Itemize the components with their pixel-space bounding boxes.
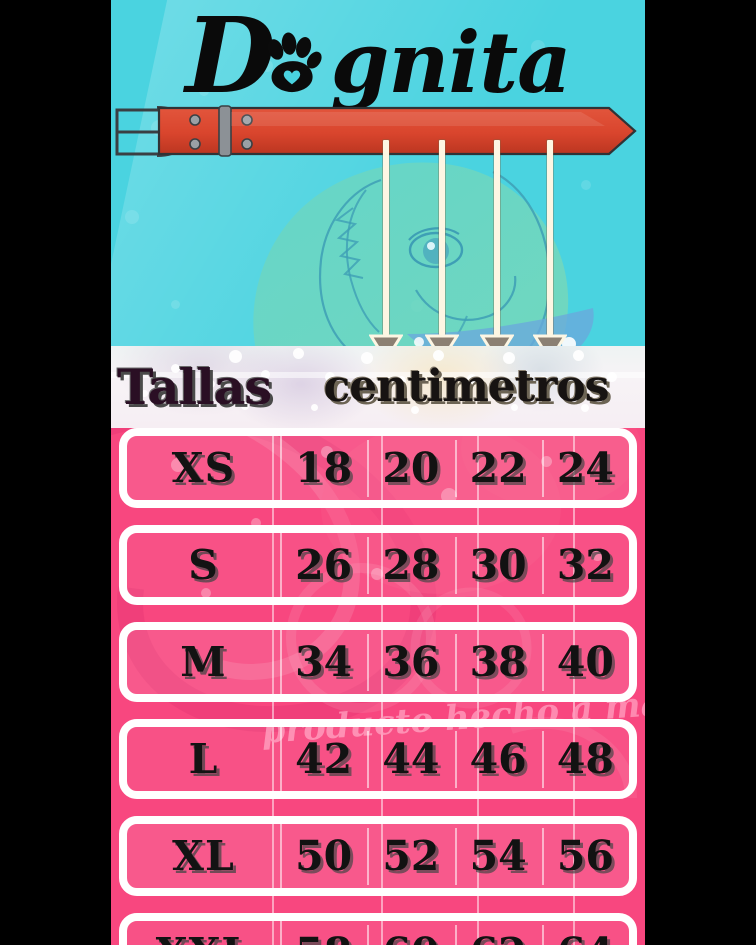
size-label: XL (172, 831, 235, 880)
size-values: 58606264 (280, 921, 629, 945)
size-value-cell: 60 (367, 924, 454, 945)
brand-logo-initial: D (185, 0, 275, 117)
size-values: 50 52 54 56 (280, 824, 629, 888)
size-value-cell: 32 (541, 536, 629, 594)
table-row: XL 50 52 54 56 (119, 816, 637, 896)
size-value-cell: 22 (454, 439, 542, 497)
size-label: L (188, 734, 219, 783)
size-value-cell: 42 (295, 734, 353, 783)
size-value-cell: 36 (367, 633, 454, 691)
table-row: M 34 36 38 40 (119, 622, 637, 702)
column-header-centimeters: centimetros (323, 361, 610, 412)
arrow-down-icon (368, 130, 404, 370)
size-value-cell: 50 (295, 831, 353, 880)
arrow-down-icon (424, 130, 460, 370)
size-label: S (188, 540, 219, 589)
table-row: L 42 44 46 48 (119, 719, 637, 799)
size-label: XXL (127, 932, 280, 945)
paw-print-icon (260, 32, 322, 94)
size-table: producto hecho a mano XS 18 20 22 24 S 26 28 30 3… (111, 428, 645, 945)
size-value-cell: 48 (541, 730, 629, 788)
column-header-sizes: Tallas (117, 357, 272, 416)
size-value-cell: 64 (541, 924, 629, 945)
size-value-cell: 62 (454, 924, 542, 945)
size-label: XS (171, 443, 236, 492)
size-value-cell: 46 (454, 730, 542, 788)
table-header-row: Tallas centimetros (111, 346, 645, 428)
size-value-cell: 44 (367, 730, 454, 788)
dog-collar-icon (111, 98, 645, 164)
size-value-cell: 24 (541, 439, 629, 497)
size-value-cell: 30 (454, 536, 542, 594)
size-value-cell: 56 (541, 827, 629, 885)
size-value-cell: 34 (295, 637, 353, 686)
table-row: XS 18 20 22 24 (119, 428, 637, 508)
table-header-band: Tallas centimetros (111, 346, 645, 428)
table-row: S 26 28 30 32 (119, 525, 637, 605)
size-value-cell: 26 (295, 540, 353, 589)
size-values: 18 20 22 24 (280, 436, 629, 500)
size-value-cell: 20 (367, 439, 454, 497)
size-values: 34 36 38 40 (280, 630, 629, 694)
size-value-cell: 40 (541, 633, 629, 691)
size-values: 26 28 30 32 (280, 533, 629, 597)
arrow-down-icon (532, 130, 568, 370)
size-value-cell: 18 (295, 443, 353, 492)
size-value-cell: 28 (367, 536, 454, 594)
arrow-down-icon (479, 130, 515, 370)
size-rows: XS 18 20 22 24 S 26 28 30 32 M 34 36 38 40 L 42 44 46 48 XL 5… (111, 428, 645, 945)
size-label: M (180, 637, 227, 686)
size-values: 42 44 46 48 (280, 727, 629, 791)
size-value-cell: 38 (454, 633, 542, 691)
size-value-cell: 58 (280, 932, 367, 945)
header-pastel-wash (111, 346, 645, 428)
size-value-cell: 54 (454, 827, 542, 885)
table-row: XXL58606264 (119, 913, 637, 945)
measurement-arrows (111, 130, 645, 370)
size-value-cell: 52 (367, 827, 454, 885)
brand-logo-rest: gnita (330, 13, 572, 112)
